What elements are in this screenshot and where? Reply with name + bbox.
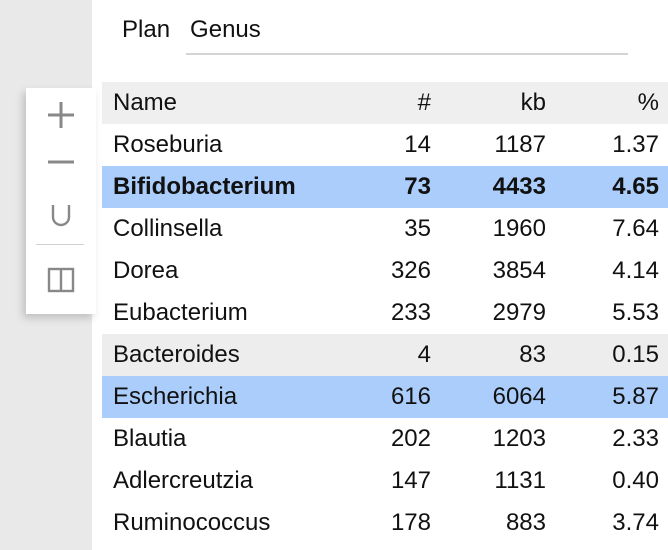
column-header-name[interactable]: Name	[102, 82, 323, 124]
plus-icon	[48, 102, 74, 128]
count-cell: 73	[323, 166, 431, 208]
plan-header: Plan	[122, 10, 611, 50]
add-button[interactable]	[26, 93, 96, 137]
plan-level-field[interactable]	[190, 16, 611, 44]
percent-cell: 7.64	[612, 215, 659, 242]
genus-name-cell: Bacteroides	[102, 334, 323, 376]
percent-cell: 4.14	[612, 257, 659, 284]
table-row[interactable]: Roseburia 14 1187 1.37	[102, 124, 668, 166]
genus-name-cell: Roseburia	[113, 131, 223, 158]
count-cell: 233	[390, 299, 431, 326]
table-row[interactable]: Collinsella 35 1960 7.64	[102, 208, 668, 250]
remove-button[interactable]	[26, 140, 96, 184]
kb-cell: 83	[431, 334, 546, 376]
genus-name-cell: Blautia	[113, 425, 187, 452]
kb-cell: 2979	[492, 299, 546, 326]
kb-cell: 3854	[492, 257, 546, 284]
table-row[interactable]: Bacteroides 4 83 0.15	[102, 334, 668, 376]
kb-cell: 883	[505, 509, 546, 536]
kb-cell: 1187	[494, 131, 546, 158]
field-underline	[186, 53, 628, 55]
side-toolbar	[26, 88, 96, 314]
count-cell: 35	[404, 215, 431, 242]
genus-table: Name # kb % Roseburia 14 1187 1.37 Bifidobac…	[102, 82, 668, 544]
kb-cell: 1131	[494, 467, 546, 494]
percent-cell: 0.40	[612, 467, 659, 494]
count-cell: 14	[404, 131, 431, 158]
count-cell: 147	[390, 467, 431, 494]
kb-cell: 6064	[431, 376, 546, 418]
percent-cell: 0.15	[546, 334, 668, 376]
count-cell: 4	[323, 334, 431, 376]
split-view-icon	[47, 267, 75, 293]
genus-name-cell: Eubacterium	[113, 299, 248, 326]
percent-cell: 5.87	[546, 376, 668, 418]
union-button[interactable]	[26, 194, 96, 238]
genus-name-cell: Collinsella	[113, 215, 223, 242]
genus-name-cell: Ruminococcus	[113, 509, 271, 536]
count-cell: 326	[390, 257, 431, 284]
percent-cell: 4.65	[546, 166, 668, 208]
table-row[interactable]: Dorea 326 3854 4.14	[102, 250, 668, 292]
column-header-kb[interactable]: kb	[431, 82, 546, 124]
table-row[interactable]: Blautia 202 1203 2.33	[102, 418, 668, 460]
genus-name-cell: Bifidobacterium	[102, 166, 323, 208]
percent-cell: 1.37	[612, 131, 659, 158]
table-row[interactable]: Bifidobacterium 73 4433 4.65	[102, 166, 668, 208]
column-header-count[interactable]: #	[323, 82, 431, 124]
split-view-button[interactable]	[26, 258, 96, 302]
minus-icon	[48, 160, 74, 164]
percent-cell: 2.33	[612, 425, 659, 452]
percent-cell: 3.74	[612, 509, 659, 536]
count-cell: 178	[390, 509, 431, 536]
table-row[interactable]: Ruminococcus 178 883 3.74	[102, 502, 668, 544]
percent-cell: 5.53	[612, 299, 659, 326]
column-header-percent[interactable]: %	[546, 82, 668, 124]
toolbar-divider	[36, 244, 84, 245]
plan-label: Plan	[122, 16, 171, 43]
kb-cell: 1203	[492, 425, 546, 452]
union-icon	[51, 205, 71, 227]
genus-name-cell: Dorea	[113, 257, 179, 284]
table-row[interactable]: Adlercreutzia 147 1131 0.40	[102, 460, 668, 502]
table-row[interactable]: Eubacterium 233 2979 5.53	[102, 292, 668, 334]
count-cell: 616	[323, 376, 431, 418]
kb-cell: 4433	[431, 166, 546, 208]
kb-cell: 1960	[492, 215, 546, 242]
count-cell: 202	[390, 425, 431, 452]
table-header-row: Name # kb %	[102, 82, 668, 124]
genus-name-cell: Adlercreutzia	[113, 467, 254, 494]
table-row[interactable]: Escherichia 616 6064 5.87	[102, 376, 668, 418]
genus-name-cell: Escherichia	[102, 376, 323, 418]
